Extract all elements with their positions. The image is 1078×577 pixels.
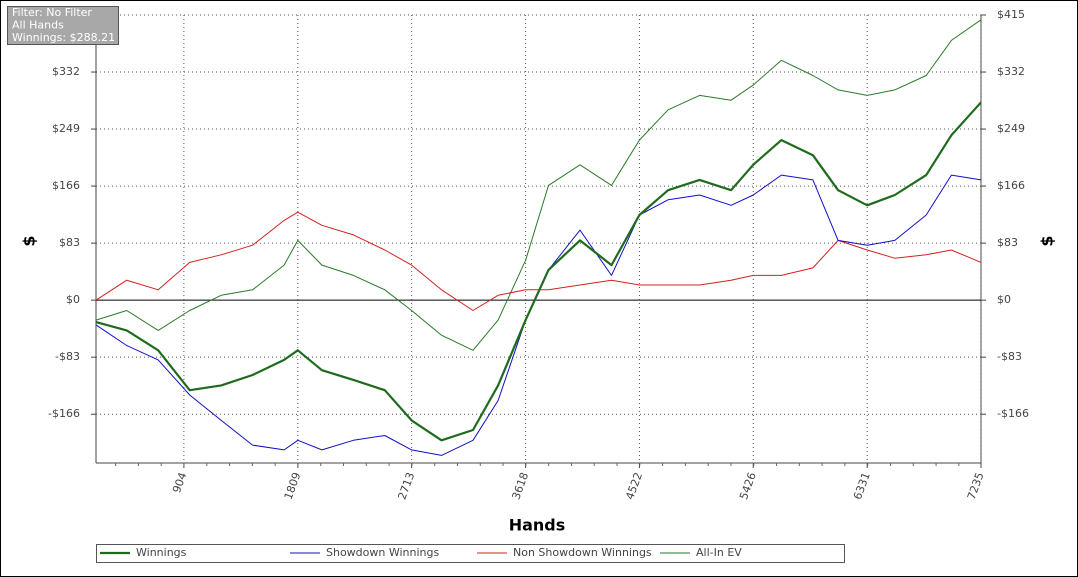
y-tick-label: $249: [52, 122, 80, 135]
legend: [96, 544, 845, 563]
y-tick-label: $166: [52, 179, 80, 192]
series-line: [95, 101, 982, 442]
y2-tick-label: $332: [997, 65, 1025, 78]
y-axis-label: $: [20, 235, 39, 246]
info-text: All Hands: [12, 19, 64, 32]
x-axis-label: Hands: [509, 516, 566, 535]
y-tick-label: -$83: [55, 350, 80, 363]
y2-tick-label: $83: [997, 236, 1018, 249]
y2-tick-label: $249: [997, 122, 1025, 135]
y-tick-label: $0: [66, 293, 80, 306]
legend-label: Non Showdown Winnings: [513, 546, 652, 559]
y2-tick-label: -$166: [997, 407, 1029, 420]
y2-tick-label: $0: [997, 293, 1011, 306]
legend-label: Showdown Winnings: [326, 546, 440, 559]
y2-tick-label: $415: [997, 8, 1025, 21]
info-text: Winnings: $288.21: [12, 31, 115, 44]
series-line: [95, 19, 982, 351]
y-tick-label: -$166: [48, 407, 80, 420]
y2-axis-label: $: [1038, 235, 1057, 246]
y-tick-label: $83: [59, 236, 80, 249]
legend-label: Winnings: [136, 546, 187, 559]
legend-label: All-In EV: [696, 546, 742, 559]
y2-tick-label: -$83: [997, 350, 1022, 363]
y-tick-label: $332: [52, 65, 80, 78]
y2-tick-label: $166: [997, 179, 1025, 192]
info-box-bg: [7, 6, 119, 45]
info-text: Filter: No Filter: [12, 6, 92, 19]
series-line: [95, 211, 982, 311]
